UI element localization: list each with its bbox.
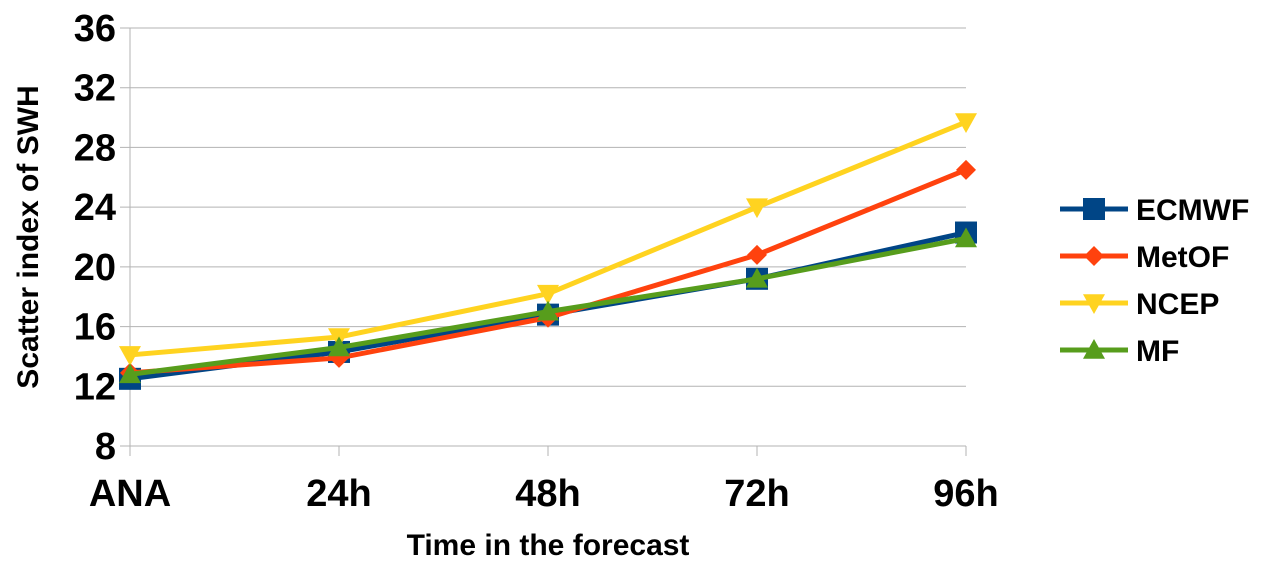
legend-marker <box>1083 198 1105 220</box>
y-tick-label: 12 <box>74 366 116 408</box>
y-tick-label: 24 <box>74 187 116 229</box>
series-mf <box>119 227 977 384</box>
data-point <box>746 198 768 219</box>
legend-item: MF <box>1060 335 1179 368</box>
y-tick-label: 8 <box>95 426 116 468</box>
legend-item: NCEP <box>1060 288 1219 321</box>
legend-marker <box>1084 246 1104 266</box>
legend-marker <box>1083 339 1105 359</box>
axes <box>129 28 967 456</box>
data-point <box>537 300 559 321</box>
x-tick-label: 48h <box>515 473 580 515</box>
legend-label: MF <box>1136 335 1179 368</box>
series-ncep <box>119 113 977 366</box>
x-tick-label: 96h <box>933 473 998 515</box>
x-axis-title: Time in the forecast <box>407 529 690 562</box>
data-point <box>746 267 768 288</box>
data-point <box>119 363 141 384</box>
data-point <box>328 336 350 357</box>
data-point <box>747 244 767 265</box>
y-tick-label: 36 <box>74 8 116 50</box>
y-tick-label: 32 <box>74 68 116 110</box>
x-tick-label: 24h <box>306 473 371 515</box>
data-point <box>956 159 976 180</box>
series-metof <box>120 159 976 383</box>
legend-label: NCEP <box>1136 288 1219 321</box>
legend-label: ECMWF <box>1136 194 1249 227</box>
data-point <box>955 113 977 134</box>
legend-item: ECMWF <box>1060 194 1249 227</box>
y-axis-title: Scatter index of SWH <box>12 85 45 388</box>
tick-labels: 8 12 16 20 24 28 32 36 ANA 24h 48h 72h 96h <box>74 8 999 515</box>
legend-item: MetOF <box>1060 241 1229 274</box>
data-point <box>537 284 559 305</box>
x-tick-label: ANA <box>89 473 171 515</box>
y-tick-label: 28 <box>74 127 116 169</box>
y-tick-label: 16 <box>74 307 116 349</box>
legend: ECMWF MetOF NCEP MF <box>1060 194 1249 368</box>
data-point <box>955 227 977 248</box>
series-lines <box>119 113 977 390</box>
gridlines <box>120 27 966 447</box>
y-tick-label: 20 <box>74 247 116 289</box>
x-tick-label: 72h <box>724 473 789 515</box>
legend-label: MetOF <box>1136 241 1229 274</box>
legend-marker <box>1083 294 1105 314</box>
data-point <box>119 346 141 366</box>
